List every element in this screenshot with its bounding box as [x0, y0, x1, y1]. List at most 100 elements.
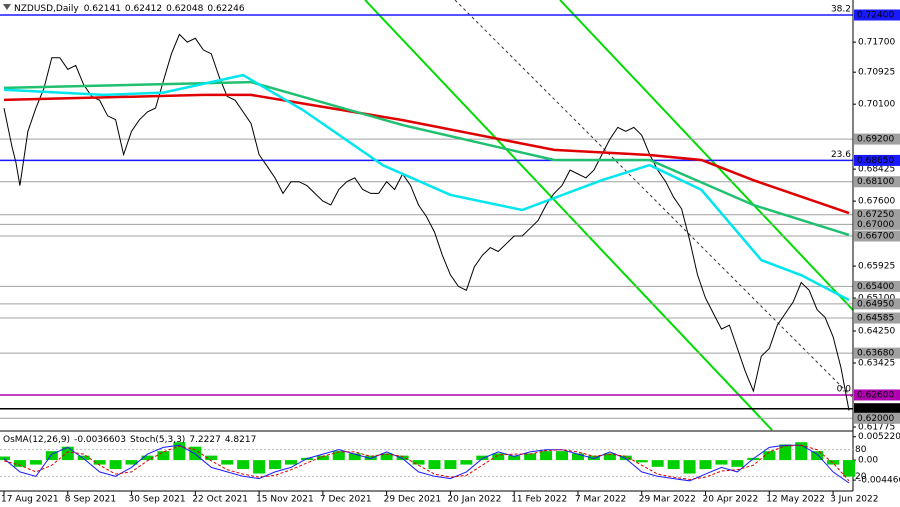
price-line: [3, 33, 850, 411]
level-label: 0.62000: [857, 414, 894, 424]
level-label-box: [854, 230, 900, 242]
channel-line: [559, 0, 854, 311]
level-label: 0.69200: [857, 135, 894, 145]
fib-label: 23.6: [831, 150, 851, 160]
x-tick-label: 11 Feb 2022: [511, 495, 567, 505]
osma-bar: [316, 455, 329, 461]
y-tick-label: 0.72875: [858, 0, 895, 2]
osma-bar: [332, 451, 345, 461]
high: 0.62412: [125, 4, 162, 14]
indicator-header: OsMA(12,26,9) -0.0036603 Stoch(5,3,3) 7.222…: [3, 435, 256, 445]
y-tick-label: 0.67600: [858, 197, 895, 207]
osma-bar: [284, 460, 297, 465]
level-label-box: [854, 412, 900, 424]
trend-line: [454, 0, 854, 399]
osma-bar: [221, 460, 234, 465]
level-label: 0.64585: [857, 314, 894, 324]
osma-bar: [29, 460, 42, 465]
level-label: 0.68100: [857, 177, 894, 187]
x-tick-label: 29 Mar 2022: [639, 495, 696, 505]
x-tick-label: 15 Nov 2021: [256, 495, 314, 505]
level-label: 0.72400: [857, 11, 894, 21]
chart-header: NZDUSD,Daily 0.62141 0.62412 0.62048 0.62246: [14, 4, 245, 14]
osma-bar: [556, 451, 569, 461]
osma-bar: [45, 451, 58, 461]
osma-bar: [348, 453, 361, 461]
y-tick-label: 20: [855, 472, 867, 482]
osma-bar: [428, 460, 441, 470]
level-label: 0.67250: [857, 210, 894, 220]
osma-bar: [205, 455, 218, 461]
osma-bar: [253, 460, 266, 474]
osma-bar: [237, 460, 250, 470]
x-tick-label: 20 Apr 2022: [703, 495, 759, 505]
osma-bar: [731, 460, 744, 467]
level-label-box: [854, 403, 900, 415]
osma-bar: [157, 451, 170, 461]
osma-bar: [77, 455, 90, 461]
stoch-line: [3, 444, 850, 484]
x-tick-label: 7 Dec 2021: [320, 495, 372, 505]
level-label-box: [854, 312, 900, 324]
osma-bar: [683, 460, 696, 474]
low: 0.62048: [166, 4, 203, 14]
stoch-title: Stoch(5,3,3): [130, 435, 185, 445]
level-label: 0.63680: [857, 349, 894, 359]
y-tick-label: 0.00: [858, 456, 878, 466]
osma-title: OsMA(12,26,9): [3, 435, 70, 445]
open: 0.62141: [84, 4, 121, 14]
level-label-box: [854, 9, 900, 21]
x-tick-label: 20 Jan 2022: [447, 495, 501, 505]
price-line: [3, 80, 850, 237]
x-tick-label: 12 May 2022: [766, 495, 825, 505]
osma-bar: [508, 455, 521, 461]
y-tick-label: 0.63425: [858, 358, 895, 368]
level-label-box: [854, 298, 900, 310]
price-line: [3, 93, 850, 215]
osma-bar: [699, 460, 712, 470]
osma-bar: [269, 460, 282, 470]
symbol-icon: [3, 4, 11, 10]
level-label: 0.68650: [857, 156, 894, 166]
y-tick-label: 0.70925: [858, 68, 895, 78]
osma-bar: [635, 460, 648, 463]
level-label-box: [854, 280, 900, 292]
osma-bar: [540, 451, 553, 461]
osma-bar: [715, 460, 728, 465]
y-tick-label: 0.0052207: [858, 432, 900, 442]
osma-bar: [364, 455, 377, 461]
osma-bar: [444, 460, 457, 470]
level-label: 0.64950: [857, 299, 894, 309]
level-label-box: [854, 154, 900, 166]
level-label-box: [854, 133, 900, 145]
y-tick-label: 80: [855, 445, 867, 455]
osma-bar: [380, 453, 393, 461]
osma-bar: [524, 453, 537, 461]
osma-bar: [571, 453, 584, 461]
level-label: 0.62246: [857, 404, 894, 414]
level-label: 0.65400: [857, 282, 894, 292]
osma-bar: [141, 455, 154, 461]
x-tick-label: 3 Jun 2022: [830, 495, 878, 505]
level-label-box: [854, 176, 900, 188]
osma-value: -0.0036603: [74, 435, 126, 445]
x-tick-label: 30 Sep 2021: [129, 495, 186, 505]
fib-label: 0.0: [837, 384, 852, 394]
osma-bar: [811, 451, 824, 461]
osma-bar: [125, 460, 138, 465]
x-tick-label: 8 Sep 2021: [65, 495, 116, 505]
level-label: 0.62600: [857, 390, 894, 400]
price-line: [3, 73, 850, 302]
level-label: 0.67000: [857, 220, 894, 230]
osma-bar: [843, 460, 856, 477]
level-label-box: [854, 347, 900, 359]
stoch-main: 7.2227: [189, 435, 221, 445]
stoch-signal: 4.8217: [225, 435, 257, 445]
level-label-box: [854, 218, 900, 230]
osma-bar: [460, 460, 473, 465]
y-tick-label: 0.68425: [858, 165, 895, 175]
osma-bar: [396, 455, 409, 461]
y-tick-label: 0.64250: [858, 327, 895, 337]
osma-bar: [651, 460, 664, 467]
osma-bar: [412, 460, 425, 465]
